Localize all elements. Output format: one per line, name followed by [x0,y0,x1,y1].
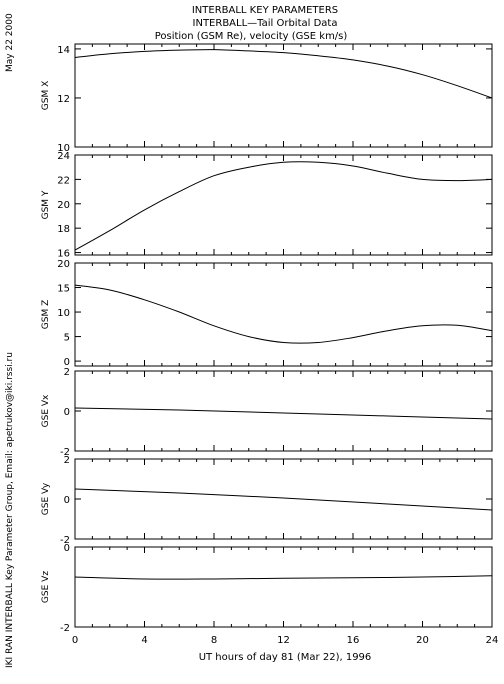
x-tick-label: 4 [141,635,147,646]
y-tick-label: 16 [57,249,70,260]
panel-frame [74,262,493,367]
credit-label: IKI RAN INTERBALL Key Parameter Group, E… [5,352,15,668]
y-tick-label: -2 [60,623,70,634]
series-line [74,407,493,420]
panel-frame [74,546,493,628]
y-axis-label: GSE Vx [41,394,51,427]
y-tick-label: 20 [57,259,70,270]
y-tick-label: -2 [60,535,70,546]
y-tick-label: 10 [57,308,70,319]
series-line [74,284,493,344]
x-tick-label: 20 [416,635,429,646]
series-line [74,488,493,511]
series-line [74,575,493,580]
y-axis-label: GSE Vz [41,571,51,603]
y-axis-label: GSM Y [41,190,51,219]
series-line [74,161,493,251]
y-tick-label: 15 [57,284,70,295]
panel-frame [74,370,493,452]
header-line2: INTERBALL—Tail Orbital Data [193,18,338,29]
y-axis-label: GSM X [41,81,51,110]
header-line3: Position (GSM Re), velocity (GSE km/s) [155,31,348,42]
date-label: May 22 2000 [5,13,15,72]
x-tick-label: 24 [486,635,499,646]
y-tick-label: 0 [64,495,70,506]
y-tick-label: -2 [60,447,70,458]
y-tick-label: 5 [64,333,70,344]
y-tick-label: 14 [57,45,70,56]
y-axis-label: GSE Vy [41,482,51,515]
x-tick-label: 12 [277,635,290,646]
x-tick-label: 8 [211,635,217,646]
y-tick-label: 0 [64,357,70,368]
y-tick-label: 2 [64,367,70,378]
y-tick-label: 22 [57,175,70,186]
y-tick-label: 2 [64,455,70,466]
y-tick-label: 10 [57,143,70,154]
y-tick-label: 24 [57,151,70,162]
y-tick-label: 18 [57,224,70,235]
y-tick-label: 0 [64,543,70,554]
header-line1: INTERBALL KEY PARAMETERS [192,5,338,16]
x-axis-label: UT hours of day 81 (Mar 22), 1996 [199,652,372,663]
x-tick-label: 0 [72,635,78,646]
series-line [74,49,493,99]
x-tick-label: 16 [347,635,360,646]
y-tick-label: 0 [64,407,70,418]
panel-frame [74,458,493,540]
panel-frame [74,43,493,148]
y-tick-label: 12 [57,94,70,105]
y-axis-label: GSM Z [41,300,51,329]
y-tick-label: 20 [57,200,70,211]
panel-frame [74,154,493,256]
